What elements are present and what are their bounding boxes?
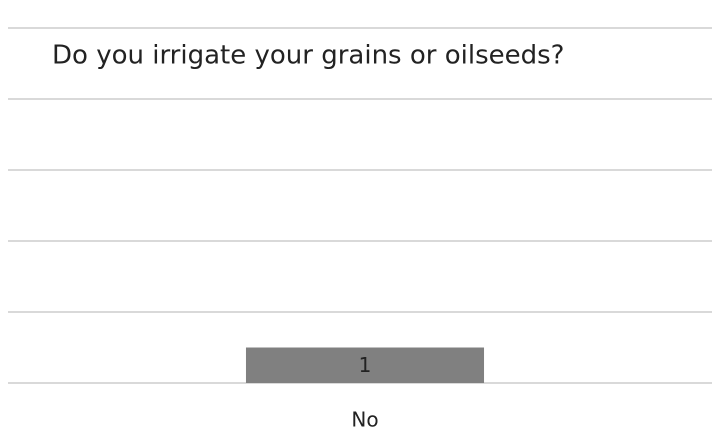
bar (245, 347, 485, 383)
x-tick-label: No (351, 408, 378, 432)
data-label: 1 (359, 353, 372, 377)
chart-title: Do you irrigate your grains or oilseeds? (52, 41, 564, 71)
